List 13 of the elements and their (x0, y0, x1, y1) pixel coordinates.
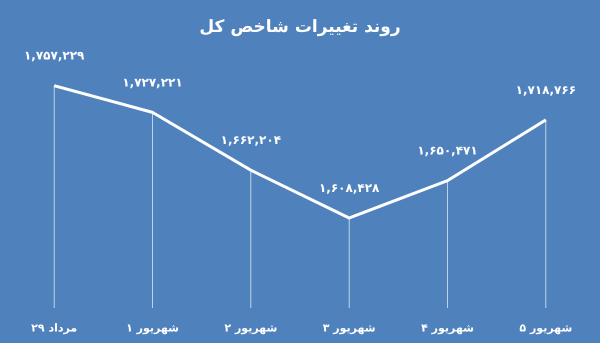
data-label: ۱,۷۲۷,۲۲۱ (122, 75, 183, 90)
data-label: ۱,۶۶۲,۲۰۴ (220, 133, 282, 148)
x-tick-label: ۵ شهریور (519, 322, 572, 334)
x-tick-label: ۲۹ مرداد (31, 322, 78, 334)
data-label: ۱,۷۵۷,۲۲۹ (24, 48, 86, 63)
chart-title: روند تغییرات شاخص کل (199, 17, 401, 37)
x-tick-label: ۳ شهریور (322, 322, 376, 334)
x-tick-label: ۴ شهریور (421, 322, 474, 334)
x-tick-label: ۲ شهریور (224, 322, 278, 334)
data-label: ۱,۷۱۸,۷۶۶ (516, 82, 576, 97)
x-tick-label: ۱ شهریور (126, 322, 179, 334)
data-label: ۱,۶۰۸,۴۲۸ (318, 181, 380, 196)
data-label: ۱,۶۵۰,۴۷۱ (417, 144, 478, 158)
